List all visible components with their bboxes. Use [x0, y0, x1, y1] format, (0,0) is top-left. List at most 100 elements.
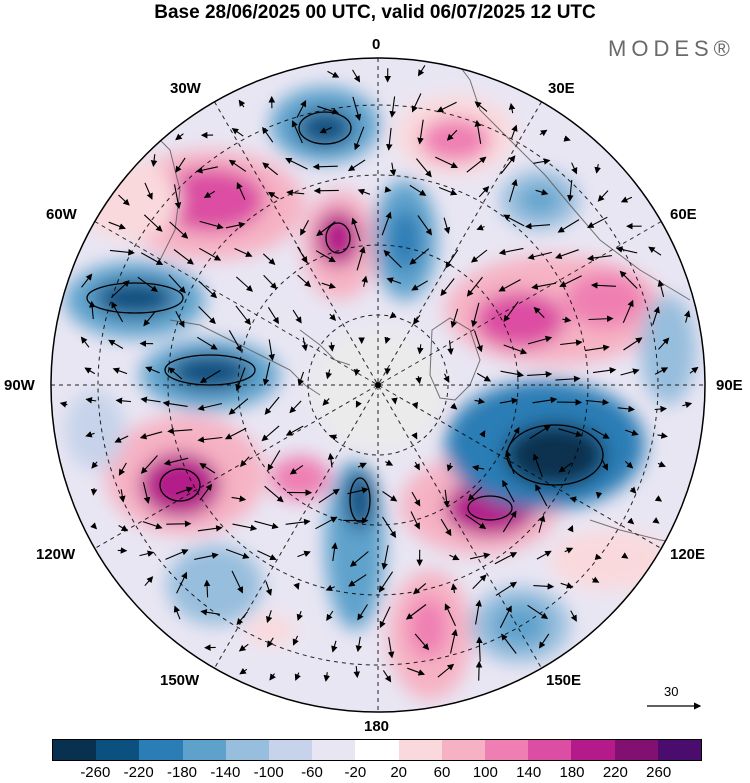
map-border — [50, 57, 706, 713]
wind-vector — [465, 514, 487, 530]
wind-vector — [615, 246, 638, 254]
wind-vector — [197, 436, 223, 443]
colorbar-segment — [139, 740, 183, 760]
wind-vector — [508, 426, 520, 446]
wind-vector — [443, 373, 450, 383]
wind-vector — [536, 550, 552, 560]
wind-vector — [331, 542, 338, 562]
wind-vector — [417, 65, 426, 77]
wind-vector — [355, 400, 362, 408]
wind-vector — [378, 571, 394, 593]
wind-vector — [228, 398, 249, 415]
colorbar-tick-label: -140 — [210, 764, 241, 781]
wind-vector — [139, 550, 155, 557]
wind-vector — [689, 366, 699, 374]
wind-vector — [91, 461, 99, 469]
wind-vector — [475, 599, 482, 625]
wind-vector — [321, 282, 336, 289]
wind-vector — [410, 511, 420, 530]
wind-vector — [144, 182, 153, 200]
wind-vector — [384, 336, 391, 344]
wind-vector — [85, 396, 97, 404]
wind-vector — [500, 370, 525, 378]
wind-vector — [357, 462, 367, 469]
wind-vector — [571, 162, 578, 175]
wind-vector — [533, 306, 545, 318]
wind-vector — [466, 156, 487, 173]
wind-vector — [414, 633, 430, 651]
wind-vector — [527, 251, 552, 260]
wind-vector — [297, 274, 312, 288]
colorbar-tick-label: 140 — [516, 764, 542, 781]
wind-vector — [555, 375, 581, 383]
wind-vector — [322, 398, 330, 406]
wind-vector — [347, 487, 369, 495]
wind-vector — [584, 344, 610, 352]
colorbar-segment — [485, 740, 529, 760]
wind-vector — [286, 189, 305, 197]
lon-label-150e: 150E — [546, 672, 582, 689]
wind-vector — [352, 69, 361, 83]
wind-vector — [108, 339, 124, 349]
wind-vector — [652, 517, 660, 524]
lon-label-120e: 120E — [670, 546, 706, 563]
wind-vector — [558, 428, 583, 438]
wind-vector — [353, 666, 361, 679]
wind-vector — [595, 491, 603, 499]
wind-vector — [508, 178, 518, 203]
colorbar-segment — [96, 740, 140, 760]
colorbar-segment — [312, 740, 356, 760]
wind-vector — [235, 305, 251, 326]
lon-label-60e: 60E — [670, 206, 697, 223]
wind-vector — [389, 162, 397, 177]
wind-vector — [437, 663, 455, 678]
wind-vector — [407, 667, 426, 676]
wind-vector — [224, 427, 247, 440]
wind-vector — [108, 221, 126, 230]
colorbar-segment — [571, 740, 615, 760]
reference-vector-label: 30 — [664, 684, 679, 699]
wind-vector — [296, 100, 307, 119]
wind-vector — [657, 461, 666, 468]
anomaly-field — [51, 58, 705, 712]
wind-vector — [620, 196, 633, 203]
wind-vector — [511, 124, 518, 139]
wind-vector — [267, 191, 279, 199]
wind-vectors — [59, 65, 699, 683]
wind-vector — [118, 462, 127, 476]
colorbar-labels: -260 -220 -180 -140 -100 -60 -20 20 60 100 140 180 2… — [0, 764, 750, 782]
wind-vector — [601, 458, 608, 471]
wind-vector — [563, 135, 571, 142]
wind-vector — [140, 396, 161, 404]
wind-vector — [476, 636, 483, 662]
wind-vector — [621, 552, 629, 559]
wind-vector — [474, 119, 482, 144]
wind-vector — [348, 574, 367, 587]
wind-vector — [225, 221, 246, 229]
wind-vector — [411, 401, 419, 410]
wind-vector — [325, 369, 332, 380]
colorbar-tick-label: 60 — [433, 764, 451, 781]
wind-vector — [175, 133, 184, 141]
wind-vector — [262, 162, 279, 176]
wind-vector — [347, 159, 366, 172]
wind-vector — [175, 486, 194, 495]
wind-vector — [473, 330, 483, 353]
lon-label-30w: 30W — [170, 80, 201, 97]
wind-vector — [238, 643, 249, 652]
wind-vector — [409, 184, 427, 196]
colorbar-tick-label: 260 — [646, 764, 672, 781]
wind-vector — [535, 189, 549, 196]
wind-vector — [570, 610, 577, 622]
wind-vector — [293, 582, 300, 590]
wind-vector — [165, 549, 189, 560]
wind-vector — [162, 400, 188, 407]
wind-vector — [231, 495, 247, 502]
wind-vector — [329, 313, 337, 322]
wind-vector — [474, 101, 488, 112]
wind-vector — [175, 311, 185, 328]
wind-vector — [411, 280, 428, 291]
wind-vector — [262, 362, 271, 386]
wind-vector — [173, 605, 181, 620]
wind-vector — [312, 163, 338, 171]
